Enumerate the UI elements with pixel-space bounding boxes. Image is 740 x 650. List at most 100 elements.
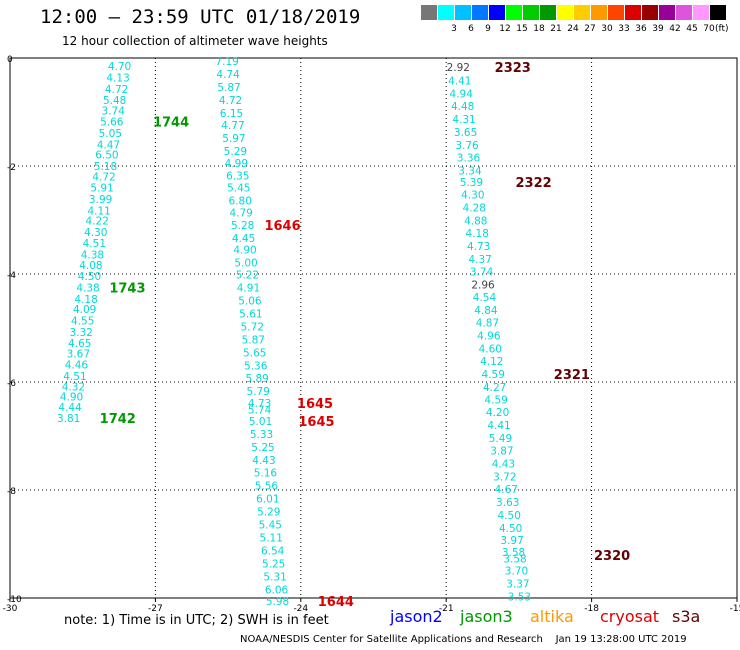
swh-value: 4.31 (452, 114, 475, 126)
swh-value: 4.30 (461, 190, 484, 202)
swh-value: 2.96 (471, 279, 495, 291)
scale-swatch (693, 5, 709, 20)
y-tick-label: -4 (7, 271, 16, 281)
swh-value: 4.55 (71, 315, 94, 327)
scale-tick-label: 24 (567, 24, 579, 34)
time-label: 2323 (495, 61, 531, 76)
swh-value: 4.30 (84, 227, 107, 239)
swh-value: 4.50 (499, 523, 522, 535)
swh-value: 4.43 (252, 455, 275, 467)
swh-value: 4.74 (216, 69, 240, 81)
swh-value: 5.06 (238, 295, 262, 307)
swh-value: 4.43 (492, 459, 515, 471)
swh-value: 3.36 (457, 152, 481, 164)
swh-value: 3.74 (102, 105, 126, 117)
swh-value: 5.45 (227, 183, 250, 195)
swh-value: 5.18 (94, 161, 117, 173)
swh-value: 7.19 (215, 56, 238, 68)
swh-value: 5.05 (99, 128, 122, 140)
legend-jason2: jason2 (390, 607, 443, 626)
plot-axes: -30 -27 -24 -21 -18 -15 0 -2 -4 -6 -8 -10 (3, 55, 740, 614)
swh-value: 3.58 (502, 547, 525, 559)
swh-value: 4.51 (63, 371, 86, 383)
swh-value: 4.50 (78, 271, 101, 283)
y-tick-label: -8 (7, 487, 16, 497)
swh-value: 3.67 (67, 348, 90, 360)
swh-value: 5.00 (234, 258, 257, 270)
swh-value: 4.13 (106, 72, 129, 84)
swh-value: 4.46 (65, 360, 89, 372)
swh-value: 3.87 (490, 446, 513, 458)
footer-credit: NOAA/NESDIS Center for Satellite Applica… (240, 634, 687, 645)
swh-value: 5.74 (248, 405, 272, 417)
swh-value: 4.90 (60, 392, 83, 404)
y-tick-label: -6 (7, 379, 16, 389)
scale-swatch (642, 5, 658, 20)
swh-value: 4.18 (466, 228, 489, 240)
swh-value: 4.72 (92, 171, 115, 183)
swh-value: 4.67 (495, 484, 518, 496)
scale-tick-label: 33 (618, 24, 630, 34)
swh-value: 3.32 (70, 327, 93, 339)
time-label: 1646 (264, 219, 300, 234)
time-label: 1743 (109, 282, 145, 297)
swh-value: 5.01 (249, 416, 272, 428)
series-s3a: 2.924.414.944.484.313.653.763.363.345.39… (447, 61, 631, 603)
swh-value: 2.92 (447, 62, 470, 74)
swh-value: 4.45 (232, 233, 255, 245)
scale-swatch (455, 5, 471, 20)
time-label: 2322 (516, 176, 552, 191)
swh-value: 4.32 (62, 381, 85, 393)
scale-tick-label: 15 (516, 24, 528, 34)
scale-swatch (659, 5, 675, 20)
scale-swatch (472, 5, 488, 20)
swh-value: 4.09 (73, 304, 96, 316)
scale-swatch (523, 5, 539, 20)
x-tick-label: -30 (3, 604, 18, 614)
scale-swatch (608, 5, 624, 20)
scale-swatch (489, 5, 505, 20)
swh-value: 5.97 (222, 133, 245, 145)
swh-value: 5.48 (103, 95, 126, 107)
scale-tick-label: 45 (686, 24, 698, 34)
page-title: 12:00 – 23:59 UTC 01/18/2019 (40, 6, 361, 28)
swh-value: 4.11 (87, 205, 110, 217)
swh-value: 4.37 (468, 254, 491, 266)
swh-value: 3.76 (455, 140, 479, 152)
swh-value: 3.72 (493, 472, 516, 484)
scale-swatch (557, 5, 573, 20)
swh-value: 5.91 (90, 183, 113, 195)
swh-value: 4.48 (451, 101, 474, 113)
swh-value: 4.20 (486, 407, 509, 419)
y-tick-label: -10 (7, 595, 22, 605)
swh-value: 6.01 (256, 494, 279, 506)
scale-swatch (710, 5, 726, 20)
swh-value: 3.97 (500, 535, 523, 547)
legend-altika: altika (530, 607, 574, 626)
x-tick-label: -27 (148, 604, 163, 614)
swh-value: 5.49 (489, 433, 512, 445)
swh-value: 6.54 (261, 545, 285, 557)
x-tick-label: -21 (439, 604, 454, 614)
swh-value: 3.65 (454, 127, 477, 139)
swh-value: 5.11 (260, 533, 283, 545)
scale-swatch (506, 5, 522, 20)
scale-swatch (676, 5, 692, 20)
scale-tick-label: 9 (485, 24, 491, 34)
swh-value: 5.29 (257, 507, 280, 519)
swh-value: 5.29 (224, 146, 247, 158)
scale-swatch (591, 5, 607, 20)
swh-value: 4.38 (81, 250, 104, 262)
swh-value: 5.65 (243, 347, 266, 359)
swh-value: 4.91 (237, 283, 260, 295)
swh-value: 4.50 (498, 510, 521, 522)
legend-cryosat: cryosat (600, 607, 660, 626)
swh-value: 3.34 (458, 165, 482, 177)
swh-value: 5.61 (239, 308, 262, 320)
swh-value: 4.72 (105, 84, 128, 96)
swh-value: 3.74 (470, 266, 494, 278)
swh-value: 6.15 (220, 108, 243, 120)
scale-swatch (625, 5, 641, 20)
swh-value: 4.70 (108, 61, 131, 73)
scale-tick-label: 30 (601, 24, 613, 34)
